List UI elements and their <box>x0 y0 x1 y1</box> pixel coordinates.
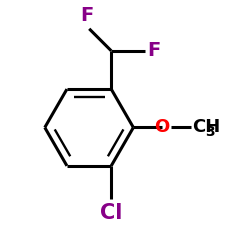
Text: Cl: Cl <box>100 203 122 223</box>
Text: CH: CH <box>192 118 220 136</box>
Text: F: F <box>80 6 94 25</box>
Text: F: F <box>148 41 161 60</box>
Text: O: O <box>154 118 170 136</box>
Text: 3: 3 <box>205 125 214 139</box>
